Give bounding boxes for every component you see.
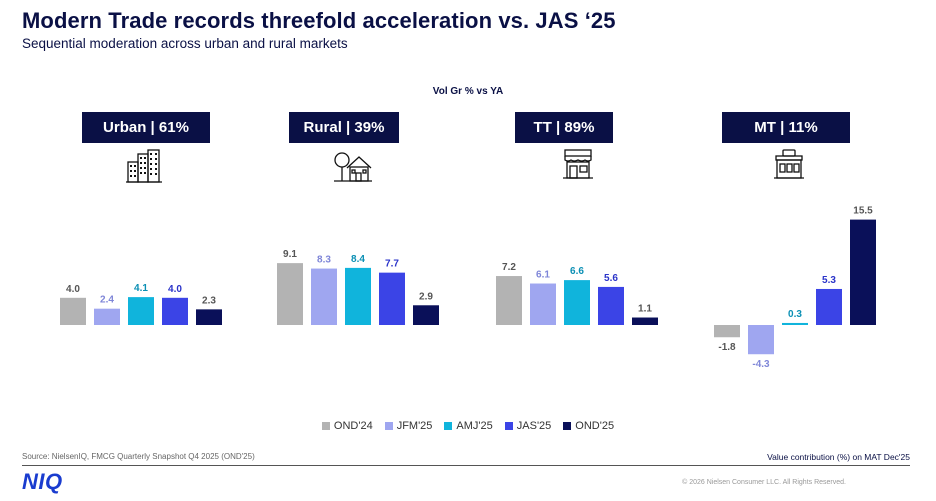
page-subtitle: Sequential moderation across urban and r…: [22, 36, 348, 51]
supermarket-icon: [774, 149, 804, 179]
chart-note: Vol Gr % vs YA: [432, 86, 504, 97]
bar-mt-4: [850, 219, 876, 325]
data-label-mt-1: -4.3: [752, 359, 770, 370]
data-label-urban-3: 4.0: [168, 284, 182, 295]
data-label-tt-2: 6.6: [570, 266, 584, 277]
data-label-rural-4: 2.9: [419, 291, 433, 302]
page-title: Modern Trade records threefold accelerat…: [22, 8, 616, 33]
data-label-mt-3: 5.3: [822, 275, 836, 286]
bar-urban-0: [60, 297, 86, 325]
chart-legend: OND'24 JFM'25 AMJ'25 JAS'25 OND'25: [0, 420, 936, 432]
rural-house-icon: [334, 152, 372, 182]
legend-label: JAS'25: [516, 420, 552, 432]
legend-swatch: [563, 422, 572, 430]
bar-tt-1: [530, 283, 556, 325]
data-label-mt-4: 15.5: [853, 206, 873, 217]
data-label-tt-0: 7.2: [502, 262, 516, 273]
bar-mt-3: [816, 288, 842, 325]
bar-rural-2: [345, 267, 371, 325]
segment-rural-label: Rural | 39%: [289, 112, 399, 143]
bar-mt-1: [748, 325, 774, 355]
data-label-urban-1: 2.4: [100, 295, 114, 306]
bar-tt-2: [564, 280, 590, 325]
bar-rural-4: [413, 305, 439, 325]
legend-swatch: [504, 422, 513, 430]
legend-swatch: [384, 422, 393, 430]
data-label-tt-3: 5.6: [604, 273, 618, 284]
bar-rural-1: [311, 268, 337, 325]
city-buildings-icon: [126, 149, 162, 183]
data-label-urban-0: 4.0: [66, 284, 80, 295]
bar-urban-2: [128, 297, 154, 325]
legend-item-ond24: OND'24: [321, 420, 373, 432]
legend-label: OND'25: [575, 420, 615, 432]
legend-label: AMJ'25: [456, 420, 493, 432]
segment-tt-label: TT | 89%: [515, 112, 613, 143]
legend-item-ond25: OND'25: [563, 420, 614, 432]
data-label-mt-2: 0.3: [788, 309, 802, 320]
segment-urban-label: Urban | 61%: [82, 112, 210, 143]
segment-mt-label: MT | 11%: [722, 112, 850, 143]
bar-mt-2: [782, 322, 808, 325]
data-label-mt-0: -1.8: [718, 342, 736, 353]
source-note: Source: NielsenIQ, FMCG Quarterly Snapsh…: [22, 452, 255, 461]
bar-rural-3: [379, 272, 405, 325]
bar-tt-0: [496, 276, 522, 325]
bar-tt-3: [598, 286, 624, 325]
legend-item-jfm25: JFM'25: [384, 420, 433, 432]
bar-urban-3: [162, 297, 188, 325]
bar-urban-4: [196, 309, 222, 325]
legend-label: JFM'25: [396, 420, 433, 432]
niq-logo: NIQ: [22, 469, 63, 494]
bar-rural-0: [277, 263, 303, 325]
legend-swatch: [321, 422, 330, 430]
legend-item-jas25: JAS'25: [504, 420, 552, 432]
bar-tt-4: [632, 317, 658, 325]
bar-mt-0: [714, 325, 740, 338]
value-contribution-note: Value contribution (%) on MAT Dec'25: [767, 452, 910, 462]
bar-urban-1: [94, 308, 120, 325]
data-label-tt-1: 6.1: [536, 270, 550, 281]
data-label-rural-0: 9.1: [283, 249, 297, 260]
data-label-rural-2: 8.4: [351, 254, 365, 265]
legend-item-amj25: AMJ'25: [444, 420, 493, 432]
legend-label: OND'24: [333, 420, 373, 432]
storefront-icon: [563, 149, 593, 179]
bar-chart: 4.0 2.4 4.1 4.0 2.3 9.1 8.3 8.4 7.7 2.9 7.2 6.1 6.6 5…: [60, 206, 876, 370]
data-label-rural-3: 7.7: [385, 259, 399, 270]
data-label-urban-4: 2.3: [202, 295, 216, 306]
copyright-note: © 2026 Nielsen Consumer LLC. All Rights …: [682, 479, 846, 486]
data-label-tt-4: 1.1: [638, 304, 652, 315]
data-label-urban-2: 4.1: [134, 283, 148, 294]
data-label-rural-1: 8.3: [317, 255, 331, 266]
legend-swatch: [444, 422, 453, 430]
footer-divider: [22, 465, 910, 466]
